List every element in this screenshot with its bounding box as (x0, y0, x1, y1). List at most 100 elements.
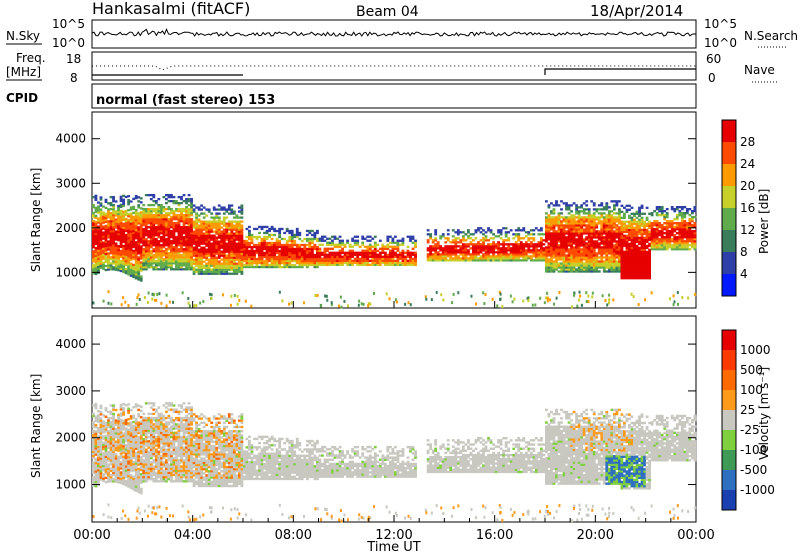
power-cell (268, 233, 271, 237)
power-cell (635, 210, 639, 213)
power-cell (570, 256, 573, 259)
power-cell (683, 222, 687, 225)
power-cell (315, 255, 319, 259)
power-cell (99, 242, 103, 245)
power-cell (225, 228, 229, 231)
power-cell (539, 239, 543, 242)
power-cell (607, 252, 611, 255)
power-cell (217, 234, 221, 237)
power-cell (255, 257, 259, 261)
power-cell (638, 261, 641, 264)
power-cell (328, 253, 332, 256)
power-cell (185, 220, 188, 223)
power-cell (675, 232, 679, 235)
power-cell (607, 258, 611, 261)
power-cell (431, 257, 435, 260)
power-cell (225, 266, 229, 269)
power-cell (109, 222, 113, 225)
power-cell (119, 243, 123, 247)
power-cell (555, 256, 558, 259)
power-cell (550, 258, 553, 261)
power-cell (222, 232, 226, 235)
power-cell (414, 259, 417, 262)
power-cell (177, 208, 181, 211)
power-cell (157, 268, 161, 271)
power-cell (205, 264, 209, 267)
power-cell (572, 236, 576, 239)
power-cell (680, 240, 684, 243)
power-cell (210, 220, 214, 223)
power-cell (550, 260, 553, 263)
power-cell (127, 225, 131, 228)
power-cell (237, 244, 241, 247)
power-cell (112, 230, 115, 233)
power-cell (628, 244, 631, 248)
power-cell (643, 250, 646, 254)
power-cell (557, 250, 561, 253)
power-cell (625, 208, 629, 211)
power-cell (552, 260, 556, 263)
power-cell (237, 216, 241, 219)
power-cell (620, 248, 624, 252)
power-cell (341, 255, 344, 258)
power-cell (205, 242, 209, 245)
power-cell (139, 215, 143, 218)
power-cell (127, 273, 131, 276)
power-cell (129, 218, 133, 221)
power-cell (499, 249, 503, 252)
power-cell (388, 241, 392, 244)
power-cell (441, 247, 445, 250)
power-cell (280, 249, 284, 253)
power-cell (200, 252, 204, 255)
power-cell (310, 233, 314, 237)
power-cell (187, 210, 191, 213)
power-cell (546, 299, 549, 303)
power-cell (567, 250, 571, 253)
power-cell (391, 251, 395, 254)
power-cell (134, 253, 138, 256)
power-cell (605, 246, 609, 249)
power-cell (575, 230, 579, 233)
power-cell (560, 242, 563, 245)
power-cell (97, 259, 100, 262)
power-cell (590, 268, 594, 271)
power-cell (142, 262, 146, 265)
power-cell (134, 251, 138, 254)
power-cell (487, 259, 490, 262)
power-cell (580, 204, 584, 207)
power-cell (396, 255, 400, 258)
power-cell (539, 255, 543, 258)
power-cell (638, 259, 641, 262)
power-cell (615, 234, 619, 237)
power-cell (527, 249, 531, 252)
power-cell (638, 208, 641, 211)
power-cell (112, 206, 115, 209)
power-cell (144, 256, 148, 259)
power-cell (399, 257, 402, 260)
power-cell (142, 238, 146, 241)
power-cell (109, 238, 113, 241)
power-cell (225, 238, 229, 241)
power-cell (202, 250, 206, 253)
power-cell (192, 258, 196, 261)
power-cell (552, 248, 556, 251)
power-cell (326, 257, 329, 260)
power-cell (638, 271, 641, 274)
power-cell (665, 244, 669, 247)
power-cell (167, 254, 171, 257)
power-cell (258, 253, 261, 257)
power-cell (202, 254, 206, 257)
power-cell (112, 254, 115, 257)
power-cell (124, 267, 128, 271)
power-cell (630, 220, 634, 223)
power-cell (137, 212, 141, 215)
power-cell (487, 251, 490, 254)
power-cell (172, 214, 176, 217)
power-cell (124, 259, 128, 263)
power-cell (550, 248, 553, 251)
power-cell (162, 246, 166, 249)
power-cell (167, 242, 171, 245)
power-cell (577, 216, 581, 219)
power-cell (107, 290, 110, 294)
power-cell (197, 238, 201, 241)
